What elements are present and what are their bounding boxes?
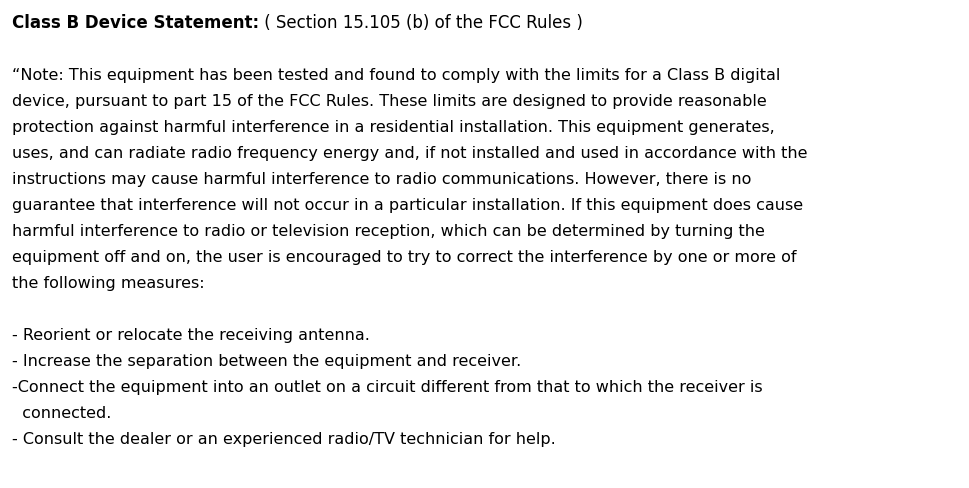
- Text: harmful interference to radio or television reception, which can be determined b: harmful interference to radio or televis…: [12, 224, 765, 239]
- Text: “Note: This equipment has been tested and found to comply with the limits for a : “Note: This equipment has been tested an…: [12, 68, 780, 83]
- Text: instructions may cause harmful interference to radio communications. However, th: instructions may cause harmful interfere…: [12, 172, 751, 187]
- Text: - Increase the separation between the equipment and receiver.: - Increase the separation between the eq…: [12, 354, 520, 369]
- Text: guarantee that interference will not occur in a particular installation. If this: guarantee that interference will not occ…: [12, 198, 802, 213]
- Text: the following measures:: the following measures:: [12, 276, 204, 291]
- Text: uses, and can radiate radio frequency energy and, if not installed and used in a: uses, and can radiate radio frequency en…: [12, 146, 806, 161]
- Text: - Consult the dealer or an experienced radio/TV technician for help.: - Consult the dealer or an experienced r…: [12, 432, 555, 447]
- Text: Class B Device Statement:: Class B Device Statement:: [12, 14, 259, 32]
- Text: -Connect the equipment into an outlet on a circuit different from that to which : -Connect the equipment into an outlet on…: [12, 380, 762, 395]
- Text: device, pursuant to part 15 of the FCC Rules. These limits are designed to provi: device, pursuant to part 15 of the FCC R…: [12, 94, 766, 109]
- Text: protection against harmful interference in a residential installation. This equi: protection against harmful interference …: [12, 120, 774, 135]
- Text: equipment off and on, the user is encouraged to try to correct the interference : equipment off and on, the user is encour…: [12, 250, 796, 265]
- Text: ( Section 15.105 (b) of the FCC Rules ): ( Section 15.105 (b) of the FCC Rules ): [259, 14, 582, 32]
- Text: connected.: connected.: [12, 406, 111, 421]
- Text: - Reorient or relocate the receiving antenna.: - Reorient or relocate the receiving ant…: [12, 328, 369, 343]
